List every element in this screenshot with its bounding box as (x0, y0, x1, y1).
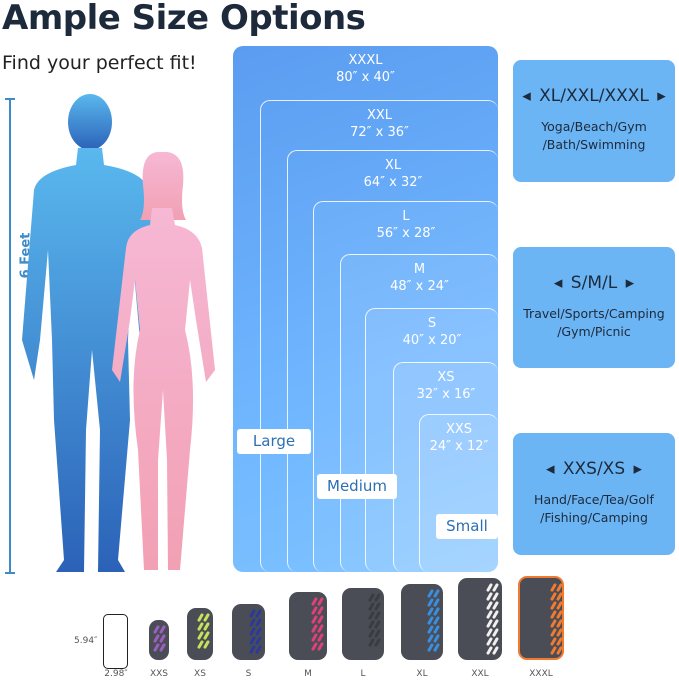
size-name: XXXL (348, 53, 383, 68)
pouch-label: XXL (471, 669, 489, 679)
phone-width: 2.98″ (104, 669, 128, 679)
size-box-xxl: XXL 72″ x 36″ (260, 100, 498, 572)
height-ruler: 6 Feet (5, 98, 33, 574)
size-dims: 56″ x 28″ (376, 226, 436, 241)
usage-card-medium: ◂ S/M/L ▸ Travel/Sports/Camping/Gym/Picni… (513, 247, 675, 368)
towel-pouch-m (289, 592, 327, 660)
size-name: XS (437, 370, 455, 385)
size-dims: 48″ x 24″ (390, 279, 449, 294)
pouch-label: XXXL (529, 669, 553, 679)
size-name: L (402, 209, 410, 224)
man-silhouette (22, 94, 160, 572)
size-dims: 32″ x 16″ (416, 387, 476, 402)
pouch-label: L (360, 669, 366, 679)
human-silhouettes (22, 94, 215, 572)
group-label-medium: Medium (317, 474, 397, 499)
woman-silhouette (112, 151, 215, 570)
size-name: XXS (445, 422, 473, 437)
size-name: S (427, 316, 437, 331)
towel-pouch-xxxl (518, 576, 564, 660)
group-label-large: Large (237, 429, 311, 454)
size-name: M (413, 262, 426, 277)
size-name: XL (384, 158, 402, 173)
pouch-label: M (304, 669, 312, 679)
page-title: Ample Size Options (2, 0, 366, 38)
pouch-label: XXS (149, 669, 169, 679)
group-label-small: Small (436, 514, 498, 539)
phone-icon (103, 614, 128, 669)
pouch-label: S (245, 669, 252, 679)
size-dims: 72″ x 36″ (350, 125, 409, 140)
size-dims: 80″ x 40″ (336, 70, 395, 85)
size-dims: 40″ x 20″ (402, 333, 462, 348)
towel-pouch-s (232, 604, 265, 660)
towel-pouch-l (342, 588, 384, 660)
usage-card-large: ◂ XL/XXL/XXXL ▸ Yoga/Beach/Gym/Bath/Swimm… (513, 60, 675, 182)
towel-pouch-xxl (458, 578, 502, 660)
size-name: XXL (366, 108, 393, 123)
towel-pouch-xl (401, 584, 443, 660)
towel-pouch-xs (187, 608, 213, 660)
phone-height: 5.94″ (74, 636, 98, 646)
towel-pouch-xxs (149, 620, 169, 660)
size-box-s: S 40″ x 20″ (365, 308, 498, 572)
pouch-label: XL (416, 669, 428, 679)
subtitle: Find your perfect fit! (2, 52, 197, 74)
usage-card-small: ◂ XXS/XS ▸ Hand/Face/Tea/Golf/Fishing/Cam… (513, 433, 675, 555)
size-dims: 24″ x 12″ (429, 439, 489, 454)
size-box-xxs: XXS 24″ x 12″ (419, 414, 498, 572)
size-box-xl: XL 64″ x 32″ (287, 150, 498, 572)
size-dims: 64″ x 32″ (363, 175, 423, 190)
pouch-label: XS (194, 669, 206, 679)
